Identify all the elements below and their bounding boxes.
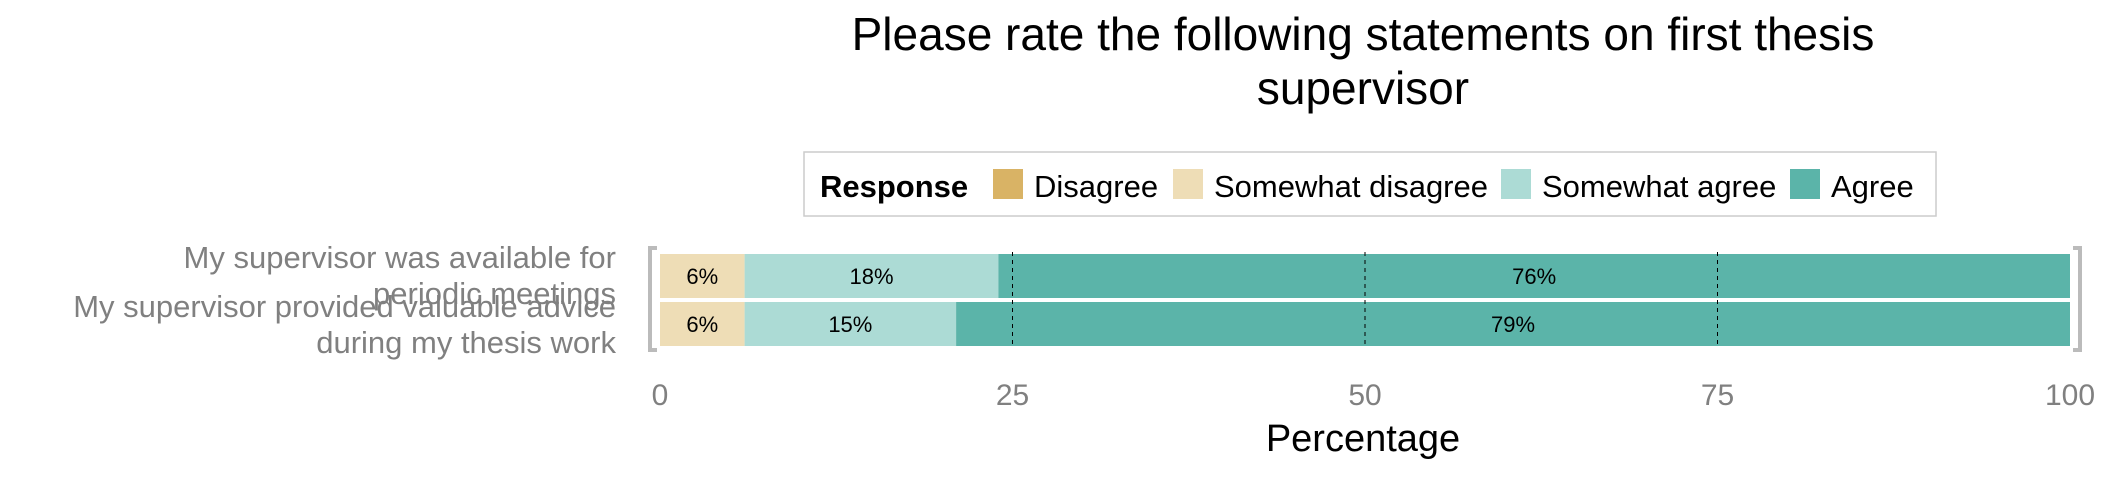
x-tick-label: 100 (2045, 379, 2095, 412)
category-label-row-1: My supervisor was available for (184, 240, 616, 275)
legend-label-somewhat-agree: Somewhat agree (1542, 169, 1776, 204)
legend-swatch-somewhat-disagree (1173, 169, 1203, 199)
x-tick-label: 25 (996, 379, 1029, 412)
legend-swatch-agree (1790, 169, 1820, 199)
data-label-agree-row-2: 79% (1491, 312, 1535, 337)
bar-somewhat-agree-row-1 (744, 254, 999, 298)
x-tick-label: 75 (1701, 379, 1734, 412)
x-tick-label: 50 (1348, 379, 1381, 412)
bar-agree-row-2 (956, 302, 2070, 346)
category-label-row-2: during my thesis work (316, 325, 616, 360)
data-label-somewhat-disagree-row-2: 6% (686, 312, 718, 337)
data-label-somewhat-agree-row-1: 18% (849, 264, 893, 289)
legend-box (803, 151, 1937, 217)
legend-swatch-disagree (993, 169, 1023, 199)
chart-title-line-2: supervisor (1257, 62, 1469, 114)
legend-label-agree: Agree (1831, 169, 1914, 204)
chart-title-line-1: Please rate the following statements on … (852, 8, 1875, 60)
bar-agree-row-1 (998, 254, 2070, 298)
data-label-agree-row-1: 76% (1512, 264, 1556, 289)
bar-somewhat-disagree-row-1 (660, 254, 745, 298)
legend-label-disagree: Disagree (1034, 169, 1158, 204)
panel-border-right (2073, 246, 2082, 352)
data-label-somewhat-disagree-row-1: 6% (686, 264, 718, 289)
panel-border-left (648, 246, 657, 352)
x-tick-label: 0 (652, 379, 669, 412)
legend-title: Response (820, 169, 968, 204)
category-label-row-2: My supervisor provided valuable advice (73, 289, 616, 324)
plot-area: 6% 18% 76% 6% 15% 79% 0 25 50 75 100 My supervisor … (73, 240, 2095, 412)
x-axis-label: Percentage (1266, 418, 1460, 460)
category-label-row-1: periodic meetings (373, 276, 616, 311)
bar-somewhat-agree-row-2 (744, 302, 957, 346)
bar-somewhat-disagree-row-2 (660, 302, 745, 346)
legend: Response Disagree Somewhat disagree Somewha… (803, 151, 1937, 217)
data-label-somewhat-agree-row-2: 15% (828, 312, 872, 337)
legend-label-somewhat-disagree: Somewhat disagree (1214, 169, 1488, 204)
legend-swatch-somewhat-agree (1501, 169, 1531, 199)
